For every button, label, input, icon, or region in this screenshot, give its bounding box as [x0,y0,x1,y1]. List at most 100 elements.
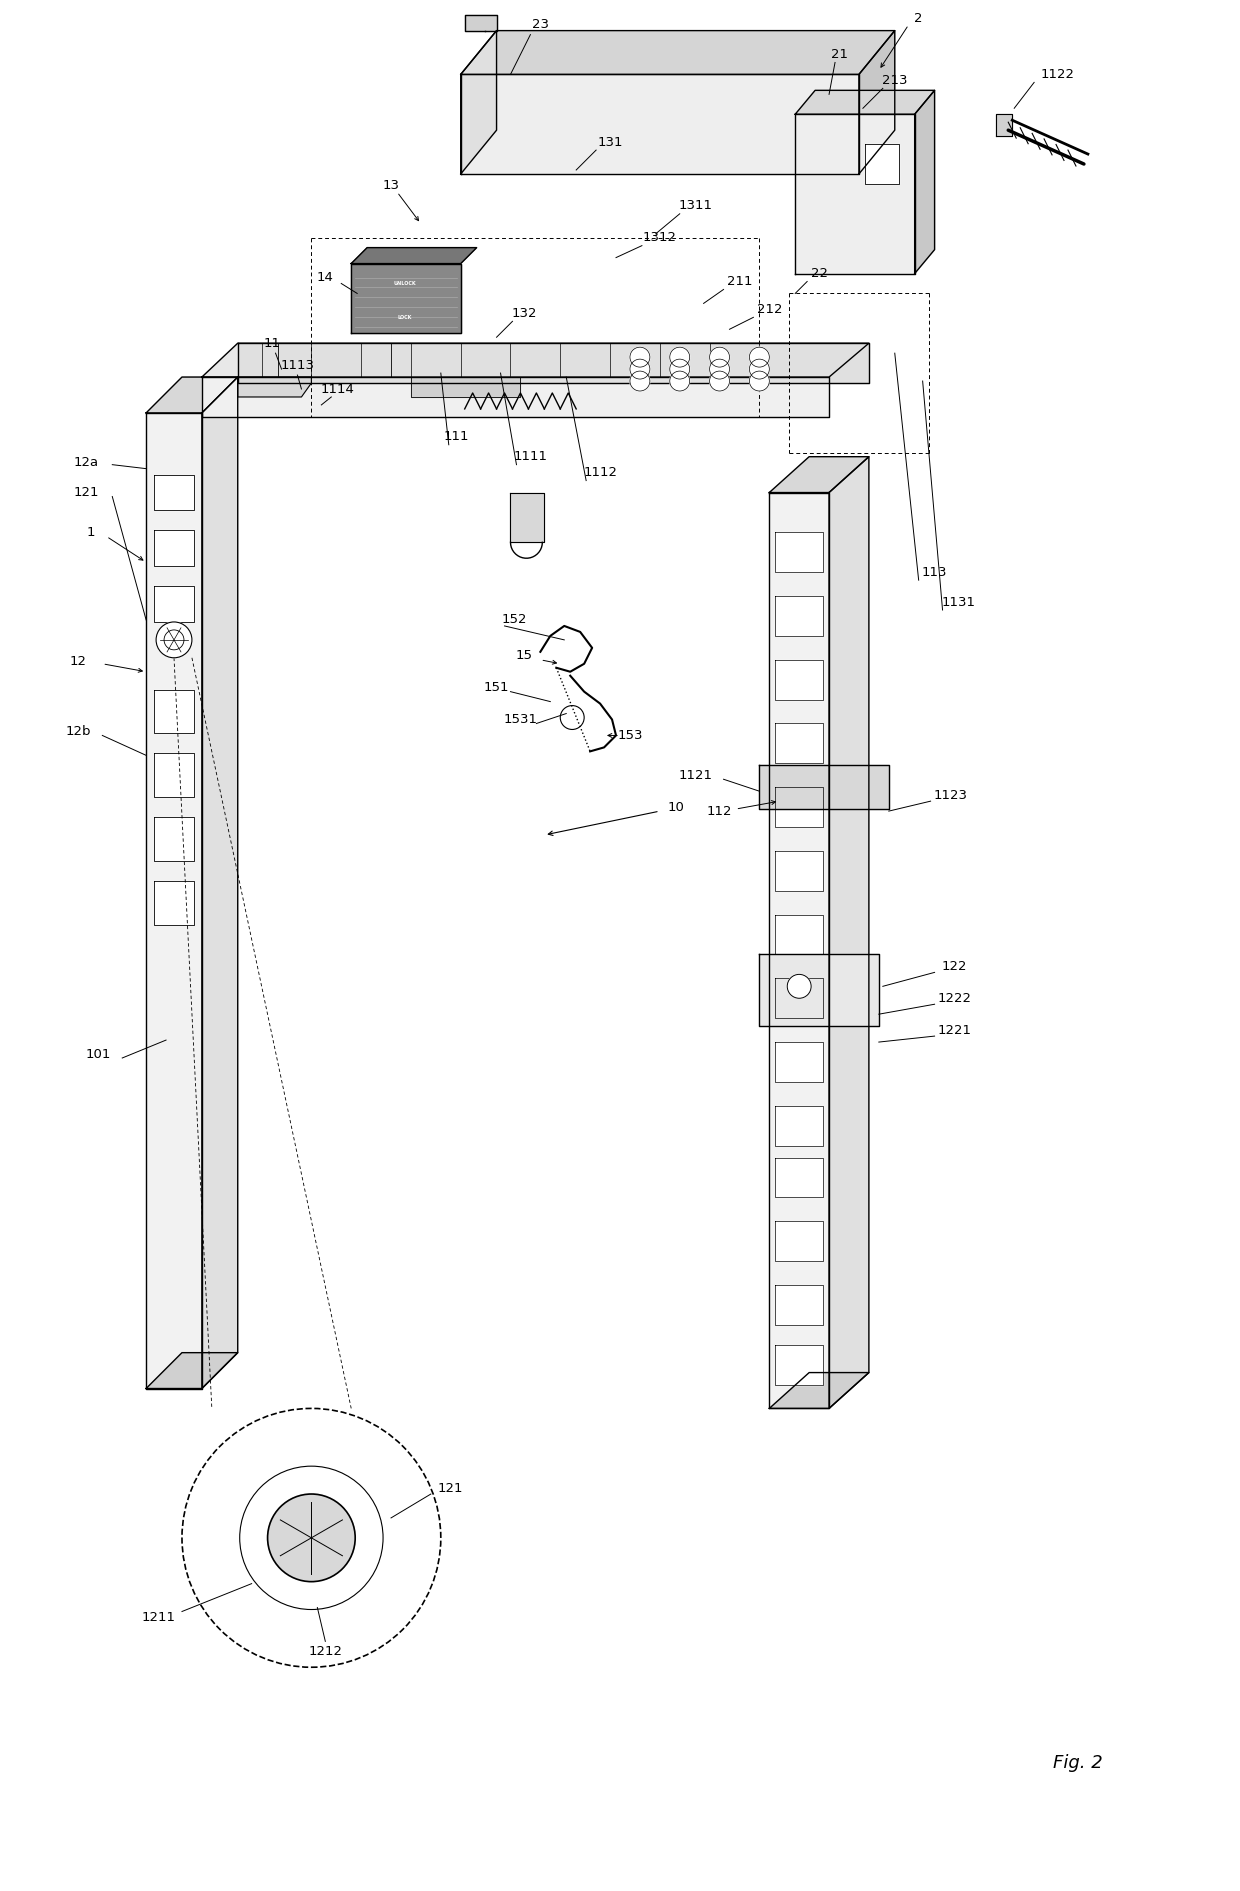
Text: 12: 12 [69,656,87,668]
Polygon shape [410,376,521,397]
Circle shape [630,359,650,378]
Circle shape [749,371,769,391]
Polygon shape [775,596,823,635]
Polygon shape [775,1157,823,1197]
Circle shape [787,974,811,998]
Text: Fig. 2: Fig. 2 [1053,1753,1102,1772]
Polygon shape [775,1286,823,1326]
Text: 2: 2 [914,11,923,25]
Text: 1123: 1123 [934,789,967,802]
Polygon shape [775,1345,823,1384]
Polygon shape [154,753,193,798]
Text: 111: 111 [444,431,470,442]
Polygon shape [775,1222,823,1261]
Polygon shape [775,1042,823,1082]
Text: 1212: 1212 [309,1645,342,1658]
Polygon shape [146,1352,238,1388]
Polygon shape [775,724,823,764]
Text: 1113: 1113 [280,359,315,373]
Polygon shape [154,817,193,860]
Circle shape [749,348,769,367]
Text: 15: 15 [516,649,533,662]
Polygon shape [202,376,238,1388]
Polygon shape [154,586,193,622]
Polygon shape [238,342,869,384]
Text: 13: 13 [382,180,399,193]
Polygon shape [154,475,193,511]
Text: 1312: 1312 [642,231,677,244]
Circle shape [670,359,689,378]
Polygon shape [461,74,859,174]
Text: 153: 153 [618,728,642,741]
Polygon shape [795,113,915,274]
Polygon shape [461,30,496,174]
Text: 1222: 1222 [937,991,971,1004]
Polygon shape [775,533,823,573]
Polygon shape [759,766,889,809]
Text: 1531: 1531 [503,713,537,726]
Circle shape [709,359,729,378]
Polygon shape [915,91,935,274]
Text: 1131: 1131 [941,596,976,609]
Polygon shape [775,660,823,700]
Text: 132: 132 [512,306,537,320]
Polygon shape [759,955,879,1027]
Text: 101: 101 [86,1048,112,1061]
Polygon shape [154,881,193,925]
Polygon shape [775,915,823,955]
Circle shape [630,371,650,391]
Text: 211: 211 [727,274,753,287]
Polygon shape [775,978,823,1017]
Circle shape [709,371,729,391]
Polygon shape [996,113,1012,136]
Polygon shape [864,144,899,183]
Text: 12a: 12a [74,456,99,469]
Text: 1221: 1221 [937,1023,971,1036]
Text: 1311: 1311 [678,199,713,212]
Polygon shape [830,458,869,1409]
Circle shape [156,622,192,658]
Text: 151: 151 [484,681,510,694]
Circle shape [630,348,650,367]
Polygon shape [795,91,935,113]
Polygon shape [859,30,895,174]
Circle shape [709,348,729,367]
Text: 152: 152 [502,613,527,626]
Circle shape [670,348,689,367]
Polygon shape [278,342,391,376]
Circle shape [670,371,689,391]
Text: 1211: 1211 [141,1611,175,1624]
Text: 1: 1 [86,526,94,539]
Polygon shape [351,248,476,263]
Text: 1122: 1122 [1042,68,1075,81]
Polygon shape [461,30,895,74]
Circle shape [268,1494,355,1581]
Polygon shape [202,342,869,376]
Text: 23: 23 [532,19,549,30]
Text: 131: 131 [598,136,622,149]
Polygon shape [351,263,461,333]
Polygon shape [202,376,830,416]
Text: 212: 212 [756,303,782,316]
Text: UNLOCK: UNLOCK [393,282,417,286]
Text: 11: 11 [263,337,280,350]
Text: LOCK: LOCK [398,314,412,320]
Polygon shape [775,1106,823,1146]
Polygon shape [146,412,202,1388]
Polygon shape [769,1373,869,1409]
Polygon shape [465,15,496,30]
Polygon shape [238,376,311,397]
Text: 14: 14 [317,270,334,284]
Text: 1112: 1112 [583,465,618,478]
Text: 113: 113 [921,565,947,579]
Polygon shape [775,787,823,826]
Text: 213: 213 [882,74,908,87]
Text: 1114: 1114 [320,382,355,395]
Polygon shape [146,376,238,412]
Text: 12b: 12b [66,724,92,737]
Text: 121: 121 [438,1481,464,1494]
Text: 10: 10 [667,800,684,813]
Polygon shape [154,529,193,565]
Polygon shape [775,851,823,891]
Text: 22: 22 [811,267,827,280]
